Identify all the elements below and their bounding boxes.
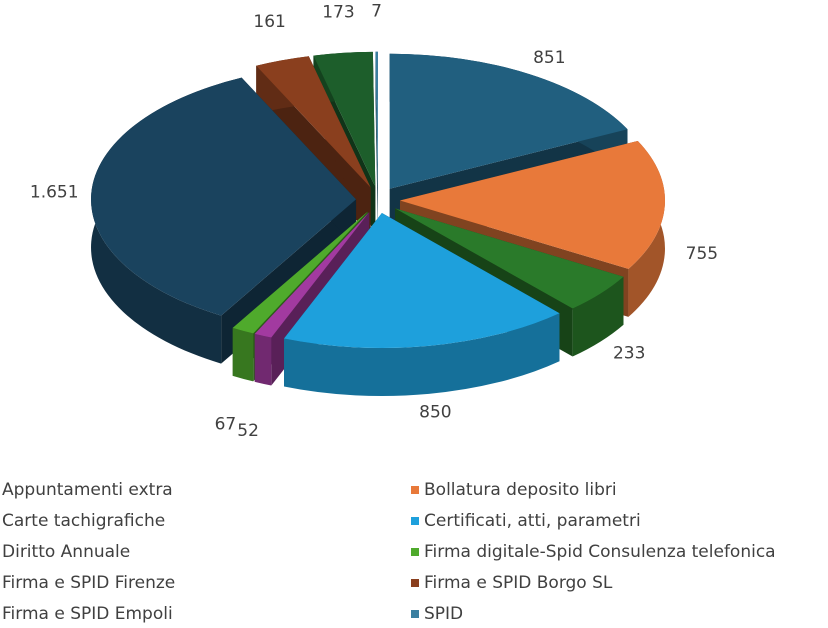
legend-label: SPID <box>424 604 463 624</box>
data-label: 851 <box>533 48 565 68</box>
slice-top <box>395 208 624 309</box>
slice-top <box>375 51 378 187</box>
legend-label: Firma digitale-Spid Consulenza telefonic… <box>424 542 776 562</box>
legend-label: Bollatura deposito libri <box>424 480 617 500</box>
slice <box>375 51 378 235</box>
legend-label: Appuntamenti extra <box>2 480 173 500</box>
slice-top <box>284 212 560 348</box>
legend-label: Firma e SPID Firenze <box>2 573 175 593</box>
slice-top <box>232 211 368 334</box>
legend-label: Firma e SPID Borgo SL <box>424 573 613 593</box>
legend-marker <box>411 548 419 556</box>
legend-label: Certificati, atti, parametri <box>424 511 641 531</box>
data-label: 850 <box>419 402 451 422</box>
data-label: 7 <box>371 1 382 21</box>
slice-wall <box>254 333 272 386</box>
slice-wall <box>284 313 560 396</box>
slice-top <box>313 51 376 187</box>
slice-top <box>254 212 370 338</box>
slice-side <box>254 212 370 382</box>
legend-marker <box>411 610 419 618</box>
data-label: 1.651 <box>30 183 79 203</box>
slice-top <box>91 77 357 316</box>
legend-label: Carte tachigrafiche <box>2 511 165 531</box>
data-label: 67 <box>215 414 237 434</box>
legend-marker <box>411 486 419 494</box>
legend-label: Diritto Annuale <box>2 542 130 562</box>
slice-wall <box>572 276 624 357</box>
slice-wall <box>232 327 254 382</box>
data-label: 173 <box>322 3 354 23</box>
data-label: 161 <box>253 12 285 32</box>
legend-marker <box>411 579 419 587</box>
data-label: 233 <box>613 344 645 364</box>
legend-label: Firma e SPID Empoli <box>2 604 173 624</box>
slice-top <box>389 53 628 189</box>
slice <box>284 212 560 396</box>
slice-top <box>399 140 665 269</box>
data-label: 755 <box>686 244 718 264</box>
slice-top <box>256 56 371 188</box>
legend-marker <box>411 517 419 525</box>
data-label: 52 <box>237 421 259 441</box>
